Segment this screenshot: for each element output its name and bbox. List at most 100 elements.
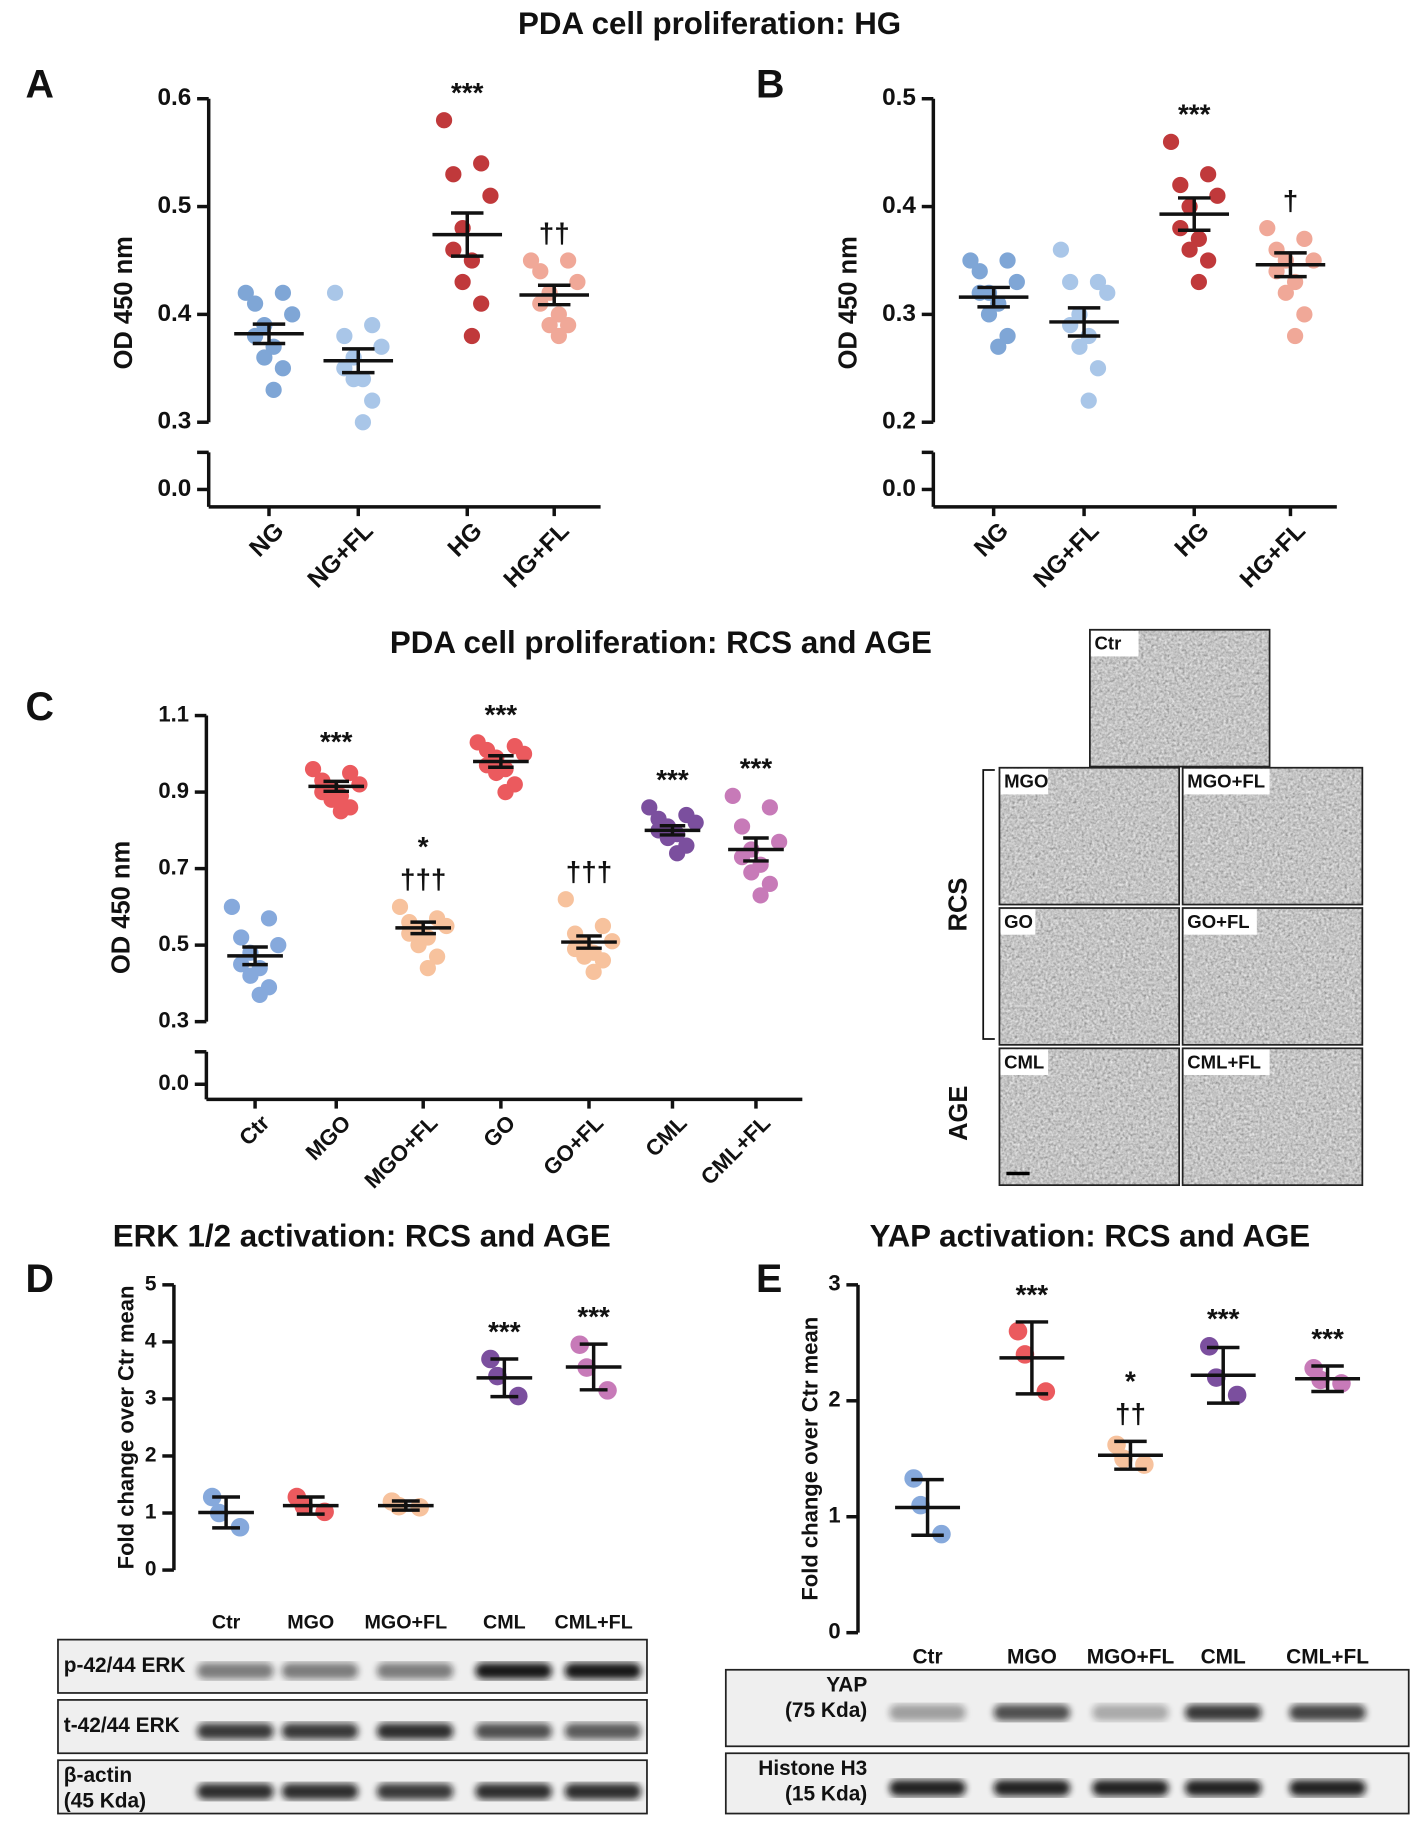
y-tick-label: 1 [145, 1501, 157, 1524]
data-point [265, 381, 282, 398]
annotation: *** [1311, 1323, 1344, 1354]
data-point [1036, 1382, 1056, 1401]
y-axis-label: OD 450 nm [108, 841, 136, 974]
data-point [999, 252, 1016, 269]
data-point [1296, 306, 1313, 323]
panel-letter: D [26, 1257, 54, 1301]
data-point [743, 864, 760, 881]
micrograph-frame [998, 766, 1181, 906]
data-point [364, 392, 381, 409]
data-point [641, 799, 658, 816]
blot-band [475, 1723, 552, 1740]
y-tick-label: 3 [828, 1271, 840, 1296]
data-point [990, 338, 1007, 355]
x-tick-label: CML [640, 1110, 691, 1161]
blot-band [564, 1723, 642, 1740]
x-tick-label: HG+FL [499, 517, 575, 593]
data-point [246, 295, 264, 312]
annotation: *** [1178, 99, 1211, 130]
micrograph-frame [1181, 1047, 1364, 1186]
data-point [541, 317, 558, 334]
annotation: *** [740, 753, 773, 784]
blot-band [1289, 1704, 1366, 1721]
data-point [454, 273, 471, 291]
y-tick-label: 0.5 [157, 192, 191, 219]
group-label: RCS [945, 878, 973, 932]
data-point [761, 875, 778, 893]
y-axis-label: Fold change over Ctr mean [797, 1317, 822, 1601]
heading: PDA cell proliferation: RCS and AGE [390, 625, 932, 660]
panel-letter: C [26, 685, 54, 729]
x-tick-label: Ctr [912, 1646, 942, 1669]
micrograph-frame [998, 907, 1181, 1046]
blot-band [1289, 1779, 1366, 1797]
data-point [1181, 241, 1198, 258]
data-point [364, 317, 381, 334]
x-tick-label: CML+FL [555, 1612, 633, 1634]
y-tick-label: 0.5 [158, 931, 189, 956]
blot-band [197, 1783, 274, 1800]
y-tick-label: 5 [145, 1272, 157, 1295]
blot-band [281, 1783, 359, 1800]
heading: PDA cell proliferation: HG [518, 6, 901, 41]
data-point [284, 306, 301, 323]
blot-band [475, 1662, 552, 1680]
micrograph-label: Ctr [1095, 633, 1122, 654]
blot-band [1184, 1779, 1262, 1797]
x-tick-label: CML [483, 1612, 526, 1634]
data-point [354, 414, 372, 431]
blot-band [1092, 1779, 1169, 1797]
blot-band [564, 1662, 642, 1680]
x-tick-label: CML [1201, 1646, 1246, 1669]
chart: 0.0 0.3 0.5 0.7 0.9 1.1 OD 450 nm Ctr MGO *** MGO+… [108, 699, 803, 1193]
chart: 0.0 0.3 0.4 0.5 0.6 OD 450 nm NG NG+FL HG *** HG+F… [110, 77, 601, 593]
data-point [223, 898, 241, 915]
blot-band [1092, 1704, 1169, 1721]
y-tick-label: 0.0 [157, 475, 191, 502]
annotation: *** [485, 699, 518, 730]
blot-band [475, 1783, 552, 1800]
data-point [274, 284, 292, 301]
blot-label: β-actin [64, 1764, 132, 1787]
data-point [1259, 220, 1276, 237]
bracket [982, 769, 995, 1040]
x-tick-label: MGO+FL [1087, 1646, 1175, 1669]
data-point [251, 986, 268, 1003]
micrograph-label: CML+FL [1187, 1051, 1261, 1072]
micrograph-label: GO [1004, 911, 1033, 932]
annotation: ††† [400, 864, 446, 895]
micrograph-label-bg [1183, 768, 1270, 795]
data-point [326, 284, 344, 301]
blot-band [281, 1723, 359, 1740]
data-point [999, 327, 1016, 345]
data-point [1099, 284, 1116, 301]
y-tick-label: 0.9 [158, 778, 189, 803]
x-tick-label: NG+FL [1028, 517, 1104, 593]
data-point [1052, 241, 1070, 258]
blot-band [1184, 1704, 1262, 1721]
data-point [971, 263, 988, 280]
y-tick-label: 1 [828, 1503, 840, 1528]
data-point [345, 370, 362, 388]
blot-band [564, 1783, 642, 1800]
y-tick-label: 0.0 [882, 475, 916, 502]
data-point [594, 917, 612, 935]
data-point [576, 948, 593, 965]
micrograph-label-bg [1000, 768, 1049, 795]
data-point [1089, 360, 1107, 377]
micrograph-label-bg [1000, 1049, 1049, 1075]
data-point [270, 937, 287, 954]
data-point [911, 1495, 930, 1515]
data-point [1190, 273, 1207, 291]
micrograph-label-bg [1091, 630, 1139, 657]
data-point [445, 241, 462, 258]
blot-size: (75 Kda) [785, 1699, 867, 1722]
blot-band [376, 1783, 454, 1800]
blot-band [376, 1723, 454, 1740]
chart: 0 1 2 3 4 5 Fold change over Ctr mean Ctr MGO MGO… [113, 1272, 632, 1633]
data-point [724, 787, 741, 805]
data-point [515, 745, 533, 762]
x-tick-label: CML+FL [1286, 1646, 1369, 1669]
blot-band [281, 1662, 359, 1680]
